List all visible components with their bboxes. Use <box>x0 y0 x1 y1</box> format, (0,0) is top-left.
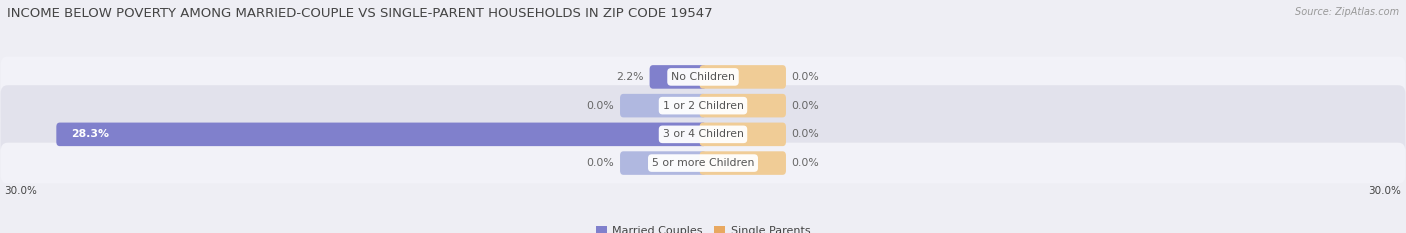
FancyBboxPatch shape <box>620 151 706 175</box>
FancyBboxPatch shape <box>0 57 1406 97</box>
Text: 2.2%: 2.2% <box>616 72 644 82</box>
FancyBboxPatch shape <box>620 94 706 117</box>
FancyBboxPatch shape <box>56 123 706 146</box>
FancyBboxPatch shape <box>0 143 1406 183</box>
Text: 0.0%: 0.0% <box>586 158 614 168</box>
FancyBboxPatch shape <box>650 65 706 89</box>
Text: 0.0%: 0.0% <box>792 72 820 82</box>
FancyBboxPatch shape <box>0 85 1406 126</box>
Text: 3 or 4 Children: 3 or 4 Children <box>662 129 744 139</box>
FancyBboxPatch shape <box>700 94 786 117</box>
Text: 0.0%: 0.0% <box>792 158 820 168</box>
Text: 28.3%: 28.3% <box>72 129 110 139</box>
Text: 0.0%: 0.0% <box>792 101 820 111</box>
FancyBboxPatch shape <box>700 65 786 89</box>
Legend: Married Couples, Single Parents: Married Couples, Single Parents <box>592 221 814 233</box>
Text: 0.0%: 0.0% <box>792 129 820 139</box>
Text: Source: ZipAtlas.com: Source: ZipAtlas.com <box>1295 7 1399 17</box>
FancyBboxPatch shape <box>700 151 786 175</box>
FancyBboxPatch shape <box>700 123 786 146</box>
Text: 0.0%: 0.0% <box>586 101 614 111</box>
Text: INCOME BELOW POVERTY AMONG MARRIED-COUPLE VS SINGLE-PARENT HOUSEHOLDS IN ZIP COD: INCOME BELOW POVERTY AMONG MARRIED-COUPL… <box>7 7 713 20</box>
Text: No Children: No Children <box>671 72 735 82</box>
Text: 1 or 2 Children: 1 or 2 Children <box>662 101 744 111</box>
Text: 5 or more Children: 5 or more Children <box>652 158 754 168</box>
FancyBboxPatch shape <box>0 114 1406 155</box>
